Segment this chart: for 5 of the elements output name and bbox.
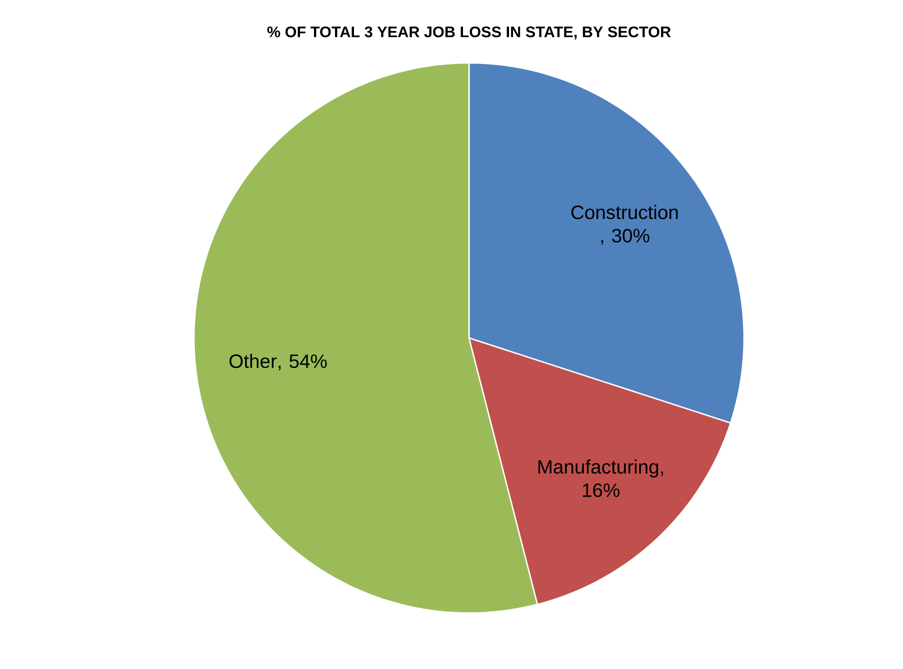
slice-label: Other xyxy=(229,354,277,368)
slice-label: Construction xyxy=(571,204,678,220)
chart-title: % OF TOTAL 3 YEAR JOB LOSS IN STATE, BY SECTOR xyxy=(267,26,671,40)
data-label: , 54% xyxy=(278,354,327,370)
data-label: , 30% xyxy=(601,228,650,245)
